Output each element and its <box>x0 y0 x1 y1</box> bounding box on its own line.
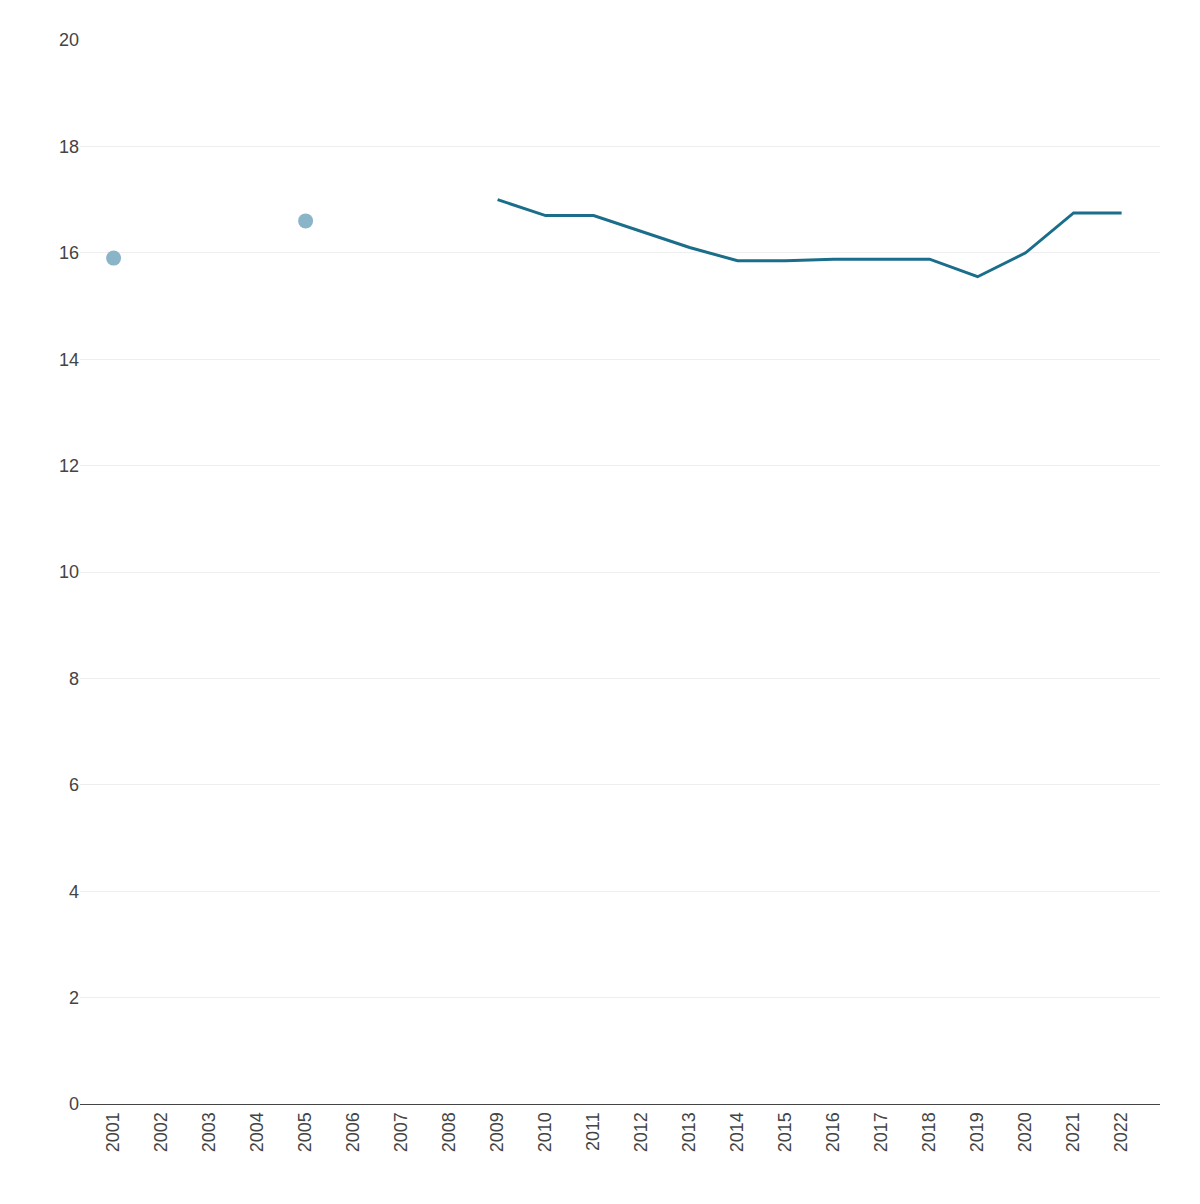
svg-text:2001: 2001 <box>103 1112 123 1152</box>
svg-text:18: 18 <box>59 137 79 157</box>
svg-text:2009: 2009 <box>487 1112 507 1152</box>
svg-text:2007: 2007 <box>391 1112 411 1152</box>
svg-text:2022: 2022 <box>1111 1112 1131 1152</box>
svg-text:2019: 2019 <box>967 1112 987 1152</box>
svg-text:10: 10 <box>59 562 79 582</box>
svg-text:2002: 2002 <box>151 1112 171 1152</box>
svg-text:4: 4 <box>69 882 79 902</box>
svg-text:2018: 2018 <box>919 1112 939 1152</box>
svg-text:6: 6 <box>69 775 79 795</box>
svg-text:2006: 2006 <box>343 1112 363 1152</box>
svg-text:14: 14 <box>59 350 79 370</box>
svg-text:0: 0 <box>69 1094 79 1114</box>
svg-text:20: 20 <box>59 30 79 50</box>
svg-text:2015: 2015 <box>775 1112 795 1152</box>
svg-text:2014: 2014 <box>727 1112 747 1152</box>
svg-text:2010: 2010 <box>535 1112 555 1152</box>
svg-text:12: 12 <box>59 456 79 476</box>
svg-text:2008: 2008 <box>439 1112 459 1152</box>
svg-text:2020: 2020 <box>1015 1112 1035 1152</box>
svg-text:2: 2 <box>69 988 79 1008</box>
svg-text:2017: 2017 <box>871 1112 891 1152</box>
svg-text:2011: 2011 <box>583 1112 603 1151</box>
svg-text:2013: 2013 <box>679 1112 699 1152</box>
svg-text:2021: 2021 <box>1063 1112 1083 1152</box>
svg-text:2005: 2005 <box>295 1112 315 1152</box>
svg-text:2012: 2012 <box>631 1112 651 1152</box>
svg-text:8: 8 <box>69 669 79 689</box>
svg-text:2004: 2004 <box>247 1112 267 1152</box>
svg-text:2016: 2016 <box>823 1112 843 1152</box>
svg-text:16: 16 <box>59 243 79 263</box>
svg-text:2003: 2003 <box>199 1112 219 1152</box>
